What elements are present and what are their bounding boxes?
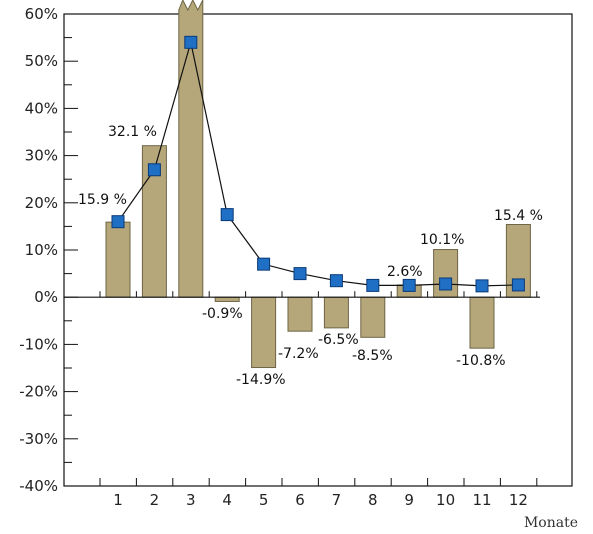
bar-5 <box>251 296 277 369</box>
x-tick-label: 12 <box>509 491 528 509</box>
bar-2 <box>141 145 167 298</box>
bar-3 <box>178 0 204 298</box>
x-tick-label: 6 <box>295 491 305 509</box>
x-tick-label: 2 <box>150 491 160 509</box>
marker-11 <box>475 279 489 293</box>
y-tick-label: -30% <box>19 430 58 448</box>
data-label-12: 15.4 % <box>494 208 543 224</box>
marker-12 <box>511 278 525 292</box>
data-label-4: -0.9% <box>202 306 243 322</box>
marker-6 <box>293 267 307 281</box>
marker-2 <box>147 163 161 177</box>
plot-frame <box>63 13 573 487</box>
x-tick-label: 10 <box>436 491 455 509</box>
y-tick-label: 0% <box>34 288 58 306</box>
bar-7 <box>323 296 349 329</box>
x-tick-label: 3 <box>186 491 196 509</box>
marker-4 <box>220 208 234 222</box>
data-label-8: -8.5% <box>352 348 393 364</box>
data-label-5: -14.9% <box>236 372 286 388</box>
x-tick-label: 1 <box>113 491 123 509</box>
data-labels: 15.9 % 32.1 % -0.9% -14.9% -7.2%-6.5%-8.5% 2.… <box>78 124 543 388</box>
marker-8 <box>366 278 380 292</box>
y-tick-label: 30% <box>25 147 58 165</box>
x-tick-label: 5 <box>259 491 269 509</box>
bar-4 <box>214 296 240 302</box>
data-label-11: -10.8% <box>456 353 506 369</box>
zero-axis <box>64 291 540 298</box>
data-label-9: 2.6% <box>387 264 423 280</box>
bar-1 <box>105 221 131 298</box>
marker-3 <box>184 35 198 49</box>
marker-1 <box>111 215 125 229</box>
data-label-7: -6.5% <box>318 332 359 348</box>
marker-7 <box>329 274 343 288</box>
y-axis: 60% 50% 40% 30% 20% 10% 0% -10% -20% -30% -40% <box>19 5 78 495</box>
markers <box>111 35 525 293</box>
y-tick-label: 50% <box>25 52 58 70</box>
marker-9 <box>402 278 416 292</box>
y-tick-label: 40% <box>25 99 58 117</box>
data-label-2: 32.1 % <box>108 124 157 140</box>
marker-5 <box>257 257 271 271</box>
data-label-1: 15.9 % <box>78 192 127 208</box>
x-tick-label: 4 <box>222 491 232 509</box>
trend-line <box>117 42 519 287</box>
bar-8 <box>360 296 386 338</box>
y-tick-label: -10% <box>19 335 58 353</box>
data-label-6: -7.2% <box>278 346 319 362</box>
x-axis-title: Monate <box>524 515 578 531</box>
y-tick-label: -20% <box>19 383 58 401</box>
x-axis: 1 2 3 4 5 6 7 8 9 10 11 12 <box>99 478 538 509</box>
y-tick-label: 60% <box>25 5 58 23</box>
bars <box>105 0 531 369</box>
bar-11 <box>469 296 495 349</box>
x-tick-label: 8 <box>368 491 378 509</box>
line-series <box>117 42 519 287</box>
bar-6 <box>287 296 313 332</box>
x-tick-label: 9 <box>404 491 414 509</box>
marker-10 <box>439 277 453 291</box>
x-tick-label: 7 <box>332 491 342 509</box>
data-label-10: 10.1% <box>420 232 464 248</box>
y-tick-label: 20% <box>25 194 58 212</box>
y-tick-label: -40% <box>19 477 58 495</box>
x-tick-label: 11 <box>472 491 491 509</box>
y-tick-label: 10% <box>25 241 58 259</box>
